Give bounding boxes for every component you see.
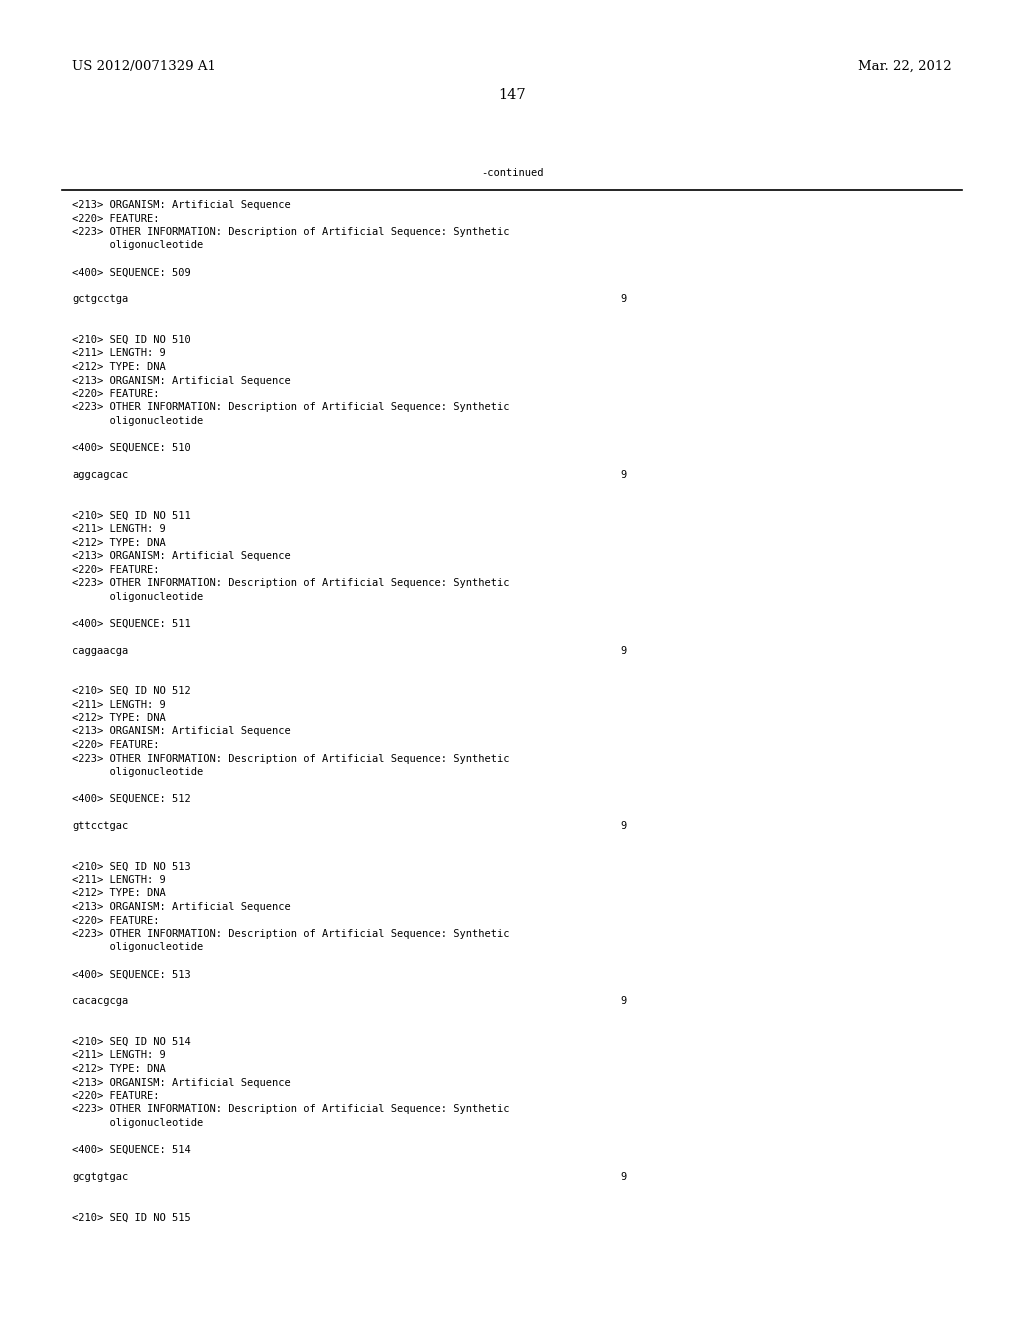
Text: gcgtgtgac: gcgtgtgac: [72, 1172, 128, 1181]
Text: cacacgcga: cacacgcga: [72, 997, 128, 1006]
Text: US 2012/0071329 A1: US 2012/0071329 A1: [72, 59, 216, 73]
Text: 9: 9: [620, 294, 627, 305]
Text: <210> SEQ ID NO 513: <210> SEQ ID NO 513: [72, 862, 190, 871]
Text: 147: 147: [499, 88, 525, 102]
Text: <223> OTHER INFORMATION: Description of Artificial Sequence: Synthetic: <223> OTHER INFORMATION: Description of …: [72, 754, 510, 763]
Text: <212> TYPE: DNA: <212> TYPE: DNA: [72, 1064, 166, 1074]
Text: <213> ORGANISM: Artificial Sequence: <213> ORGANISM: Artificial Sequence: [72, 726, 291, 737]
Text: 9: 9: [620, 645, 627, 656]
Text: <220> FEATURE:: <220> FEATURE:: [72, 565, 160, 574]
Text: <211> LENGTH: 9: <211> LENGTH: 9: [72, 700, 166, 710]
Text: 9: 9: [620, 470, 627, 480]
Text: Mar. 22, 2012: Mar. 22, 2012: [858, 59, 952, 73]
Text: <223> OTHER INFORMATION: Description of Artificial Sequence: Synthetic: <223> OTHER INFORMATION: Description of …: [72, 1105, 510, 1114]
Text: <210> SEQ ID NO 515: <210> SEQ ID NO 515: [72, 1213, 190, 1222]
Text: <210> SEQ ID NO 511: <210> SEQ ID NO 511: [72, 511, 190, 520]
Text: 9: 9: [620, 821, 627, 832]
Text: 9: 9: [620, 1172, 627, 1181]
Text: <211> LENGTH: 9: <211> LENGTH: 9: [72, 348, 166, 359]
Text: gttcctgac: gttcctgac: [72, 821, 128, 832]
Text: <212> TYPE: DNA: <212> TYPE: DNA: [72, 713, 166, 723]
Text: <223> OTHER INFORMATION: Description of Artificial Sequence: Synthetic: <223> OTHER INFORMATION: Description of …: [72, 929, 510, 939]
Text: <210> SEQ ID NO 510: <210> SEQ ID NO 510: [72, 335, 190, 345]
Text: <213> ORGANISM: Artificial Sequence: <213> ORGANISM: Artificial Sequence: [72, 1077, 291, 1088]
Text: <212> TYPE: DNA: <212> TYPE: DNA: [72, 537, 166, 548]
Text: <211> LENGTH: 9: <211> LENGTH: 9: [72, 524, 166, 535]
Text: <213> ORGANISM: Artificial Sequence: <213> ORGANISM: Artificial Sequence: [72, 902, 291, 912]
Text: <212> TYPE: DNA: <212> TYPE: DNA: [72, 888, 166, 899]
Text: <220> FEATURE:: <220> FEATURE:: [72, 916, 160, 925]
Text: -continued: -continued: [480, 168, 544, 178]
Text: <400> SEQUENCE: 514: <400> SEQUENCE: 514: [72, 1144, 190, 1155]
Text: aggcagcac: aggcagcac: [72, 470, 128, 480]
Text: <213> ORGANISM: Artificial Sequence: <213> ORGANISM: Artificial Sequence: [72, 550, 291, 561]
Text: <210> SEQ ID NO 514: <210> SEQ ID NO 514: [72, 1038, 190, 1047]
Text: oligonucleotide: oligonucleotide: [72, 591, 203, 602]
Text: <223> OTHER INFORMATION: Description of Artificial Sequence: Synthetic: <223> OTHER INFORMATION: Description of …: [72, 578, 510, 587]
Text: <400> SEQUENCE: 512: <400> SEQUENCE: 512: [72, 795, 190, 804]
Text: <400> SEQUENCE: 510: <400> SEQUENCE: 510: [72, 444, 190, 453]
Text: <223> OTHER INFORMATION: Description of Artificial Sequence: Synthetic: <223> OTHER INFORMATION: Description of …: [72, 227, 510, 238]
Text: oligonucleotide: oligonucleotide: [72, 767, 203, 777]
Text: <212> TYPE: DNA: <212> TYPE: DNA: [72, 362, 166, 372]
Text: oligonucleotide: oligonucleotide: [72, 942, 203, 953]
Text: <211> LENGTH: 9: <211> LENGTH: 9: [72, 875, 166, 884]
Text: gctgcctga: gctgcctga: [72, 294, 128, 305]
Text: <400> SEQUENCE: 513: <400> SEQUENCE: 513: [72, 969, 190, 979]
Text: 9: 9: [620, 997, 627, 1006]
Text: oligonucleotide: oligonucleotide: [72, 240, 203, 251]
Text: <400> SEQUENCE: 511: <400> SEQUENCE: 511: [72, 619, 190, 628]
Text: <220> FEATURE:: <220> FEATURE:: [72, 389, 160, 399]
Text: <400> SEQUENCE: 509: <400> SEQUENCE: 509: [72, 268, 190, 277]
Text: <223> OTHER INFORMATION: Description of Artificial Sequence: Synthetic: <223> OTHER INFORMATION: Description of …: [72, 403, 510, 412]
Text: <211> LENGTH: 9: <211> LENGTH: 9: [72, 1051, 166, 1060]
Text: oligonucleotide: oligonucleotide: [72, 1118, 203, 1129]
Text: <213> ORGANISM: Artificial Sequence: <213> ORGANISM: Artificial Sequence: [72, 201, 291, 210]
Text: <220> FEATURE:: <220> FEATURE:: [72, 1092, 160, 1101]
Text: oligonucleotide: oligonucleotide: [72, 416, 203, 426]
Text: caggaacga: caggaacga: [72, 645, 128, 656]
Text: <213> ORGANISM: Artificial Sequence: <213> ORGANISM: Artificial Sequence: [72, 375, 291, 385]
Text: <210> SEQ ID NO 512: <210> SEQ ID NO 512: [72, 686, 190, 696]
Text: <220> FEATURE:: <220> FEATURE:: [72, 214, 160, 223]
Text: <220> FEATURE:: <220> FEATURE:: [72, 741, 160, 750]
